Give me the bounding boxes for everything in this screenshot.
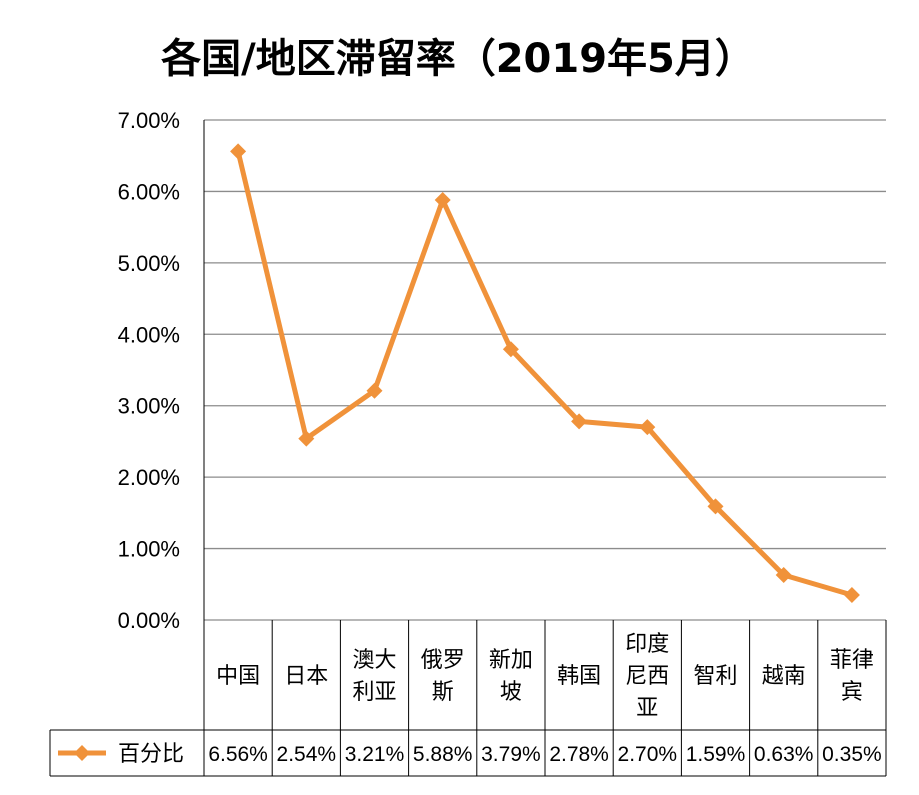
y-tick-label: 6.00% (118, 179, 180, 204)
legend-marker (74, 745, 90, 761)
legend-label: 百分比 (118, 742, 184, 767)
x-category-label: 俄罗 (421, 648, 465, 673)
data-table-value: 5.88% (413, 743, 473, 766)
x-category-label: 坡 (500, 680, 522, 705)
data-table-value: 3.21% (345, 743, 405, 766)
y-tick-label: 5.00% (118, 251, 180, 276)
data-point-marker (571, 413, 588, 430)
data-point-marker (502, 341, 519, 358)
x-category-label: 越南 (762, 664, 806, 689)
data-point-marker (366, 382, 383, 399)
data-point-marker (775, 567, 792, 583)
y-tick-label: 2.00% (118, 465, 180, 490)
data-point-marker (843, 587, 860, 603)
data-table-value: 2.70% (618, 743, 678, 766)
series-line-path (235, 150, 853, 598)
data-table-value: 2.54% (277, 743, 337, 766)
x-category-label: 亚 (636, 696, 658, 721)
y-tick-label: 0.00% (118, 608, 180, 633)
y-axis: 0.00% 1.00% 2.00% 3.00% 4.00% 5.00% 6.00% 7.00% (118, 108, 180, 633)
y-tick-label: 3.00% (118, 394, 180, 419)
legend: 百分比 (58, 742, 184, 767)
data-table-value: 2.78% (549, 743, 609, 766)
x-category-label: 斯 (432, 680, 454, 705)
y-tick-label: 1.00% (118, 537, 180, 562)
x-category-label: 利亚 (352, 680, 396, 705)
x-category-label: 印度 (625, 632, 669, 657)
y-tick-label: 4.00% (118, 322, 180, 347)
data-table-value: 3.79% (481, 743, 541, 766)
data-point-marker (707, 498, 724, 515)
x-category-label: 中国 (216, 664, 260, 689)
x-category-label: 菲律 (830, 648, 874, 673)
y-tick-label: 7.00% (118, 108, 180, 133)
series-line (230, 143, 860, 603)
data-point-marker (230, 143, 247, 160)
x-category-label: 智利 (693, 664, 737, 689)
data-table-value: 1.59% (686, 743, 746, 766)
x-category-label: 尼西 (625, 664, 669, 689)
data-table-value: 6.56% (208, 743, 268, 766)
data-point-marker (298, 430, 315, 447)
x-category-label: 日本 (284, 664, 328, 689)
x-category-label: 新加 (489, 648, 533, 673)
data-table-value: 0.35% (822, 743, 882, 766)
data-point-marker (434, 192, 451, 208)
x-category-label: 澳大 (352, 648, 396, 673)
gridlines (204, 119, 886, 621)
x-category-label: 宾 (841, 680, 863, 705)
chart-title: 各国/地区滞留率（2019年5月） (161, 36, 755, 82)
data-point-marker (639, 419, 656, 436)
data-table-value: 0.63% (754, 743, 814, 766)
x-category-label: 韩国 (557, 664, 601, 689)
